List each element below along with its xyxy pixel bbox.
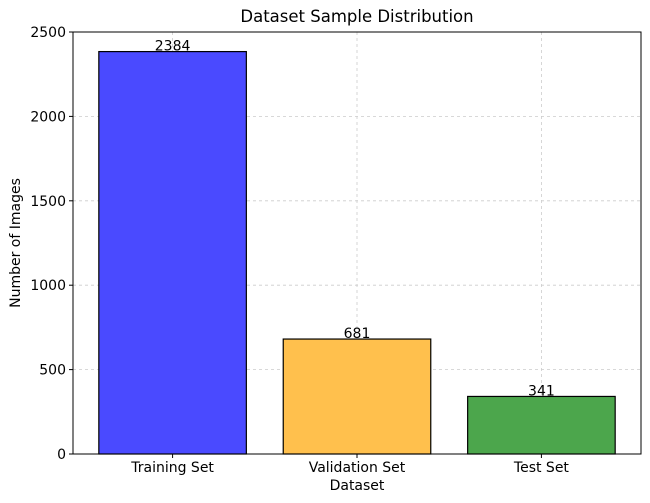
y-tick-label: 500	[39, 363, 66, 379]
x-axis-label: Dataset	[330, 478, 385, 494]
data-label: 341	[528, 383, 555, 399]
chart-title: Dataset Sample Distribution	[240, 7, 473, 26]
y-axis-label: Number of Images	[8, 178, 24, 308]
data-label: 681	[344, 326, 371, 342]
y-tick-label: 0	[57, 447, 66, 463]
y-tick-label: 1000	[30, 278, 66, 294]
bar	[98, 50, 247, 455]
plot-frame	[72, 31, 642, 455]
y-tick-label: 2500	[30, 25, 66, 41]
y-tick-label: 1500	[30, 194, 66, 210]
bar	[282, 338, 432, 455]
x-tick-label: Training Set	[130, 460, 214, 476]
x-tick-label: Validation Set	[309, 460, 406, 476]
x-tick-label: Test Set	[513, 460, 570, 476]
y-tick-label: 2000	[30, 109, 66, 125]
bar	[467, 395, 616, 455]
data-label: 2384	[155, 39, 191, 55]
